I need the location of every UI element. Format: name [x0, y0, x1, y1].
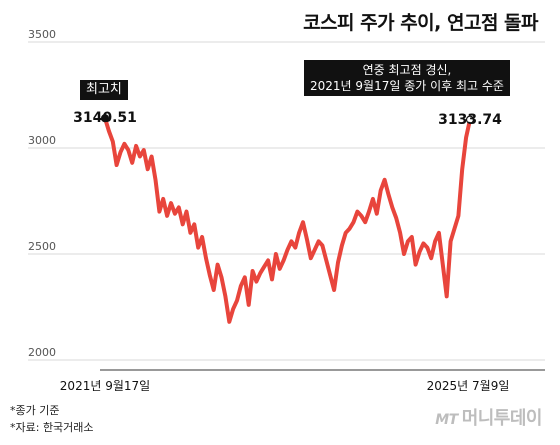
footnote-source: *자료: 한국거래소: [10, 421, 94, 434]
x-start-label: 2021년 9월17일: [60, 379, 150, 393]
max-point-marker: [100, 114, 110, 123]
y-tick-label: 3000: [28, 134, 56, 147]
kospi-series-line: [103, 116, 472, 324]
logo-name: 머니투데이: [461, 408, 543, 429]
chart-title: 코스피 주가 추이, 연고점 돌파: [303, 12, 538, 34]
x-end-label: 2025년 7월9일: [427, 379, 510, 393]
new-high-annotation-box: 연중 최고점 경신, 2021년 9월17일 종가 이후 최고 수준: [304, 60, 510, 96]
max-annotation-box: 최고치: [80, 80, 128, 100]
y-tick-label: 3500: [28, 28, 56, 41]
new-high-point-marker: [465, 115, 475, 124]
new-high-annotation-line-1: 연중 최고점 경신,: [362, 63, 452, 77]
publisher-logo: MT 머니투데이: [435, 404, 542, 430]
new-high-annotation-line-2: 2021년 9월17일 종가 이후 최고 수준: [310, 79, 504, 93]
max-value-label: 3140.51: [73, 110, 137, 126]
y-tick-label: 2000: [28, 346, 56, 359]
series-group: [103, 116, 472, 324]
annotation-markers: [100, 114, 475, 124]
y-axis-ticks: 2000 2500 3000 3500: [28, 28, 56, 359]
new-high-value-label: 3133.74: [438, 112, 502, 128]
logo-mt: MT: [435, 412, 458, 428]
y-tick-label: 2500: [28, 240, 56, 253]
footnote-basis: *종가 기준: [10, 404, 60, 417]
